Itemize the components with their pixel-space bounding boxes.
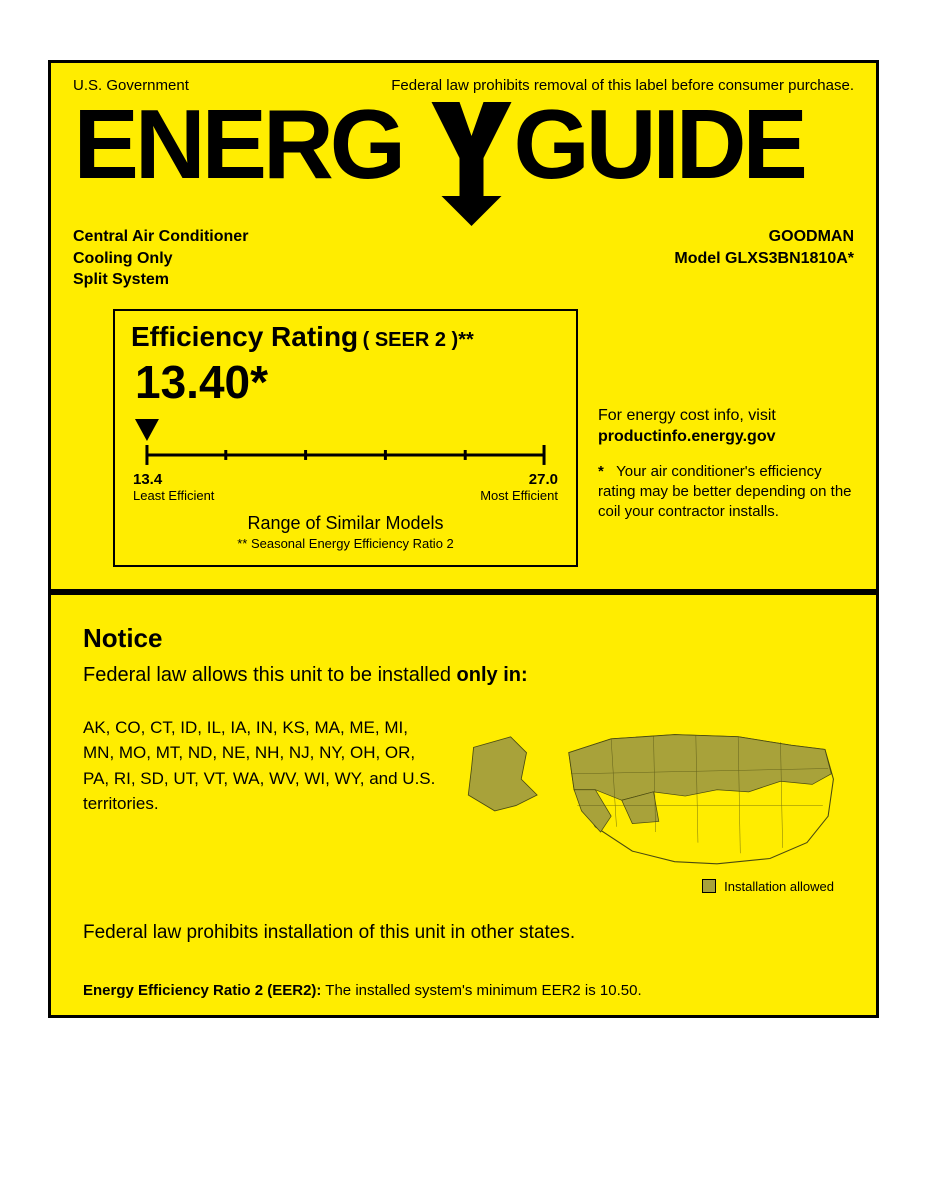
notice-title: Notice: [83, 623, 844, 654]
logo: ENERG GUIDE: [73, 96, 854, 226]
most-efficient: Most Efficient: [480, 488, 558, 503]
efficiency-scale: 13.4 27.0 Least Efficient Most Efficient: [131, 413, 560, 503]
eer-text: The installed system's minimum EER2 is 1…: [321, 982, 641, 999]
map-legend: Installation allowed: [463, 879, 844, 894]
product-right: GOODMAN Model GLXS3BN1810A*: [674, 226, 854, 291]
asterisk: *: [598, 463, 604, 480]
product-type: Central Air Conditioner: [73, 226, 248, 248]
range-text: Range of Similar Models: [131, 513, 560, 534]
notice-section: Notice Federal law allows this unit to b…: [51, 595, 876, 1015]
scale-text-labels: Least Efficient Most Efficient: [131, 488, 560, 503]
asterisk-text: Your air conditioner's efficiency rating…: [598, 463, 852, 521]
rating-row: Efficiency Rating ( SEER 2 )** 13.40*: [73, 309, 854, 567]
rating-title: Efficiency Rating ( SEER 2 )**: [131, 321, 560, 353]
us-map-icon: [463, 715, 844, 875]
side-info: For energy cost info, visit productinfo.…: [598, 309, 854, 567]
product-left: Central Air Conditioner Cooling Only Spl…: [73, 226, 248, 291]
energyguide-logo: ENERG GUIDE: [73, 96, 854, 226]
map-box: Installation allowed: [463, 715, 844, 894]
eer-label: Energy Efficiency Ratio 2 (EER2):: [83, 982, 321, 999]
product-system: Split System: [73, 269, 248, 291]
rating-value: 13.40*: [135, 355, 560, 409]
svg-text:ENERG: ENERG: [74, 96, 403, 199]
scale-value-labels: 13.4 27.0: [131, 471, 560, 488]
least-efficient: Least Efficient: [133, 488, 214, 503]
cost-info: For energy cost info, visit productinfo.…: [598, 405, 854, 448]
energy-url: productinfo.energy.gov: [598, 428, 775, 445]
eer-line: Energy Efficiency Ratio 2 (EER2): The in…: [83, 982, 844, 999]
efficiency-rating-box: Efficiency Rating ( SEER 2 )** 13.40*: [113, 309, 578, 567]
seer-footnote: ** Seasonal Energy Efficiency Ratio 2: [131, 536, 560, 551]
legend-swatch: [702, 879, 716, 893]
visit-prefix: For energy cost info, visit: [598, 407, 776, 424]
states-row: AK, CO, CT, ID, IL, IA, IN, KS, MA, ME, …: [83, 715, 844, 894]
model: Model GLXS3BN1810A*: [674, 248, 854, 270]
rating-title-main: Efficiency Rating: [131, 321, 358, 352]
top-section: U.S. Government Federal law prohibits re…: [51, 63, 876, 595]
product-info-row: Central Air Conditioner Cooling Only Spl…: [73, 226, 854, 291]
notice-line1: Federal law allows this unit to be insta…: [83, 664, 844, 687]
gov-text: U.S. Government: [73, 77, 189, 94]
header-row: U.S. Government Federal law prohibits re…: [73, 77, 854, 94]
energy-guide-label: U.S. Government Federal law prohibits re…: [48, 60, 879, 1018]
brand: GOODMAN: [674, 226, 854, 248]
notice-prefix: Federal law allows this unit to be insta…: [83, 664, 457, 686]
legend-text: Installation allowed: [724, 879, 834, 894]
notice-only: only in:: [457, 664, 528, 686]
svg-text:GUIDE: GUIDE: [514, 96, 805, 199]
prohibit-line: Federal law prohibits installation of th…: [83, 922, 844, 944]
asterisk-note: * Your air conditioner's efficiency rati…: [598, 462, 854, 523]
removal-warning: Federal law prohibits removal of this la…: [391, 77, 854, 94]
scale-max: 27.0: [529, 471, 558, 488]
states-list: AK, CO, CT, ID, IL, IA, IN, KS, MA, ME, …: [83, 715, 443, 894]
scale-graphic: [131, 413, 560, 473]
rating-title-sub: ( SEER 2 )**: [363, 329, 474, 351]
scale-min: 13.4: [133, 471, 162, 488]
product-mode: Cooling Only: [73, 248, 248, 270]
